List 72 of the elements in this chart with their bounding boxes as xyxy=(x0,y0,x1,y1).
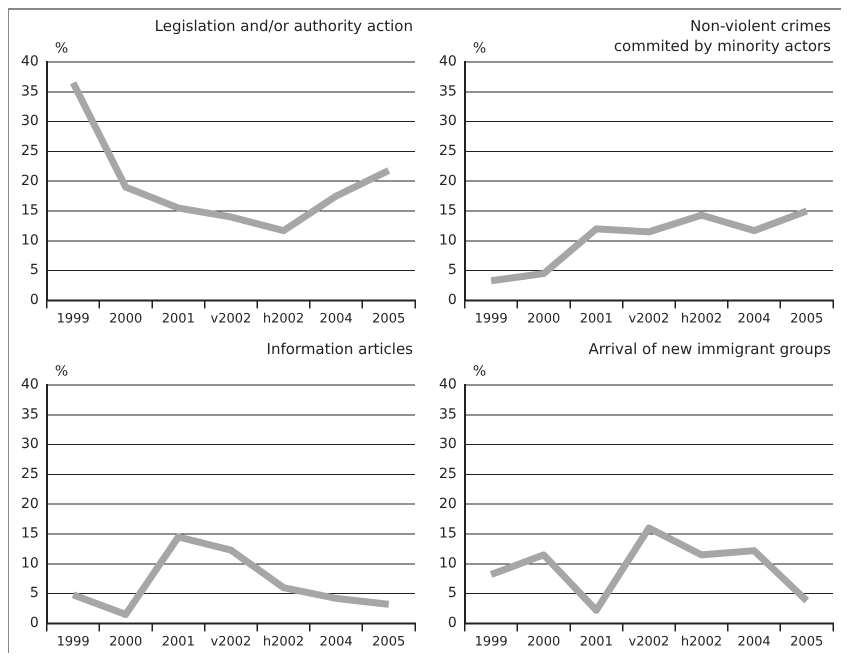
y-tick-label: 10 xyxy=(438,232,457,248)
x-tick-label: 2000 xyxy=(109,634,142,650)
x-tick-label: 2005 xyxy=(372,634,406,650)
x-tick-label: v2002 xyxy=(210,312,252,327)
chart-title: Arrival of new immigrant groups xyxy=(588,338,831,358)
y-tick-label: 5 xyxy=(448,262,457,278)
x-tick-label: 1999 xyxy=(56,634,90,650)
x-tick-label: h2002 xyxy=(680,634,722,650)
x-tick-label: h2002 xyxy=(680,312,722,327)
x-tick-label: 1999 xyxy=(56,312,90,327)
y-tick-label: 10 xyxy=(438,554,457,571)
y-tick-label: 0 xyxy=(448,292,457,308)
x-tick-label: 2004 xyxy=(738,634,771,650)
x-tick-label: 2000 xyxy=(109,312,142,327)
x-tick-label: 2001 xyxy=(162,312,195,327)
y-tick-label: 5 xyxy=(448,584,457,601)
y-tick-label: 25 xyxy=(438,466,457,482)
y-tick-label: 30 xyxy=(20,113,39,130)
chart-title: Legislation and/or authority action xyxy=(154,16,413,36)
chart-title: Information articles xyxy=(266,338,413,358)
y-axis-title: % xyxy=(472,40,486,57)
y-tick-label: 30 xyxy=(20,436,39,452)
y-tick-label: 40 xyxy=(438,54,457,70)
y-tick-label: 30 xyxy=(438,436,457,452)
y-tick-label: 20 xyxy=(20,495,39,512)
y-tick-label: 5 xyxy=(30,262,39,278)
x-tick-label: v2002 xyxy=(628,634,670,650)
y-tick-label: 25 xyxy=(438,143,457,160)
chart-title: Non-violent crimes commited by minority actors xyxy=(612,16,831,56)
y-tick-label: 20 xyxy=(438,172,457,189)
y-tick-label: 10 xyxy=(20,554,39,571)
y-tick-label: 30 xyxy=(438,113,457,130)
x-tick-label: 2005 xyxy=(790,634,824,650)
y-tick-label: 35 xyxy=(438,406,457,422)
x-tick-label: 2004 xyxy=(738,312,771,327)
y-tick-label: 40 xyxy=(20,376,39,392)
x-tick-label: 2001 xyxy=(580,634,613,650)
x-tick-label: 1999 xyxy=(474,634,508,650)
y-tick-label: 35 xyxy=(438,83,457,100)
x-tick-label: 2005 xyxy=(790,312,824,327)
y-tick-label: 15 xyxy=(20,202,39,219)
x-tick-label: 2004 xyxy=(320,634,353,650)
y-tick-label: 40 xyxy=(438,376,457,392)
x-tick-label: 2004 xyxy=(320,312,353,327)
x-tick-label: 2005 xyxy=(372,312,406,327)
y-tick-label: 25 xyxy=(20,143,39,160)
y-tick-label: 10 xyxy=(20,232,39,248)
y-tick-label: 0 xyxy=(448,614,457,631)
y-axis-title: % xyxy=(54,40,68,57)
y-tick-label: 15 xyxy=(438,202,457,219)
y-tick-label: 15 xyxy=(20,525,39,542)
x-tick-label: v2002 xyxy=(210,634,252,650)
x-tick-label: 2001 xyxy=(580,312,613,327)
x-tick-label: h2002 xyxy=(262,634,304,650)
y-tick-label: 20 xyxy=(438,495,457,512)
y-tick-label: 40 xyxy=(20,54,39,70)
y-tick-label: 15 xyxy=(438,525,457,542)
y-tick-label: 0 xyxy=(30,614,39,631)
x-tick-label: 2000 xyxy=(527,312,560,327)
x-tick-label: 2000 xyxy=(527,634,560,650)
y-axis-title: % xyxy=(54,363,68,380)
x-tick-label: 2001 xyxy=(162,634,195,650)
x-tick-label: v2002 xyxy=(628,312,670,327)
y-tick-label: 0 xyxy=(30,292,39,308)
y-tick-label: 35 xyxy=(20,406,39,422)
y-tick-label: 20 xyxy=(20,172,39,189)
x-tick-label: h2002 xyxy=(262,312,304,327)
y-tick-label: 25 xyxy=(20,466,39,482)
y-axis-title: % xyxy=(472,363,486,380)
x-tick-label: 1999 xyxy=(474,312,508,327)
y-tick-label: 5 xyxy=(30,584,39,601)
y-tick-label: 35 xyxy=(20,83,39,100)
